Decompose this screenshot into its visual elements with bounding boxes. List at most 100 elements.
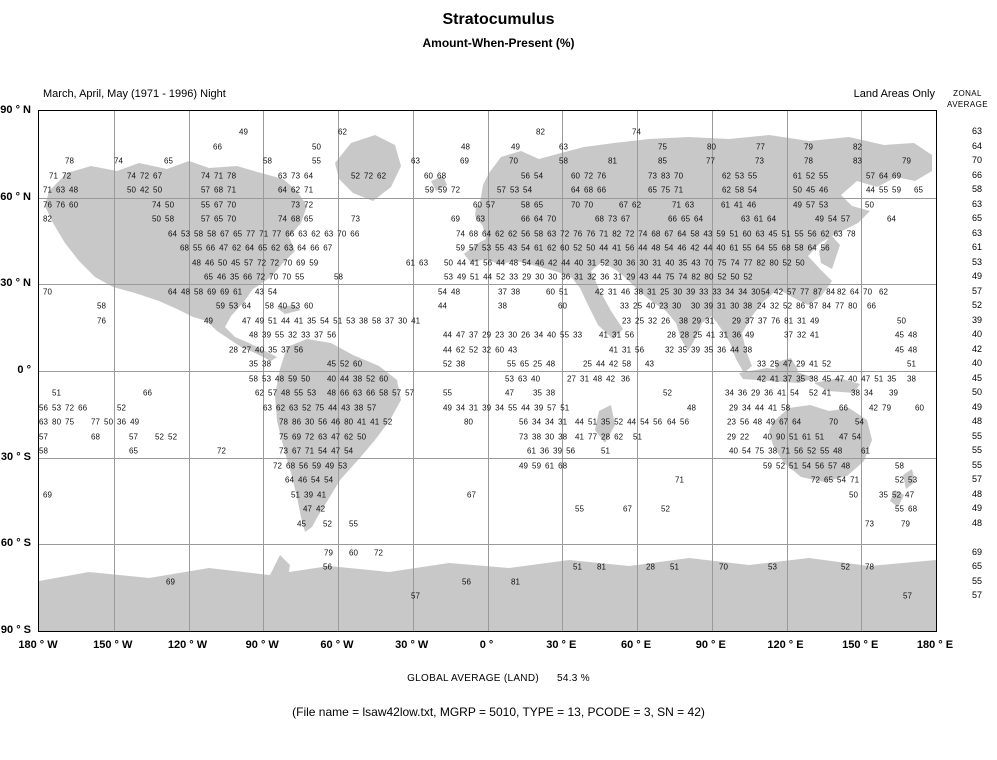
grid-value-run: 75 bbox=[658, 142, 668, 152]
grid-value-run: 60 72 76 bbox=[571, 171, 607, 181]
grid-value-run: 74 68 64 62 62 56 58 63 72 76 76 71 82 7… bbox=[456, 229, 856, 239]
grid-value-run: 51 bbox=[573, 562, 583, 572]
grid-value-run: 50 42 50 bbox=[127, 185, 163, 195]
zonal-average-value: 49 bbox=[971, 271, 982, 281]
grid-value-run: 43 54 bbox=[255, 287, 278, 297]
grid-value-run: 47 54 bbox=[839, 432, 862, 442]
grid-value-run: 56 bbox=[462, 577, 472, 587]
grid-value-run: 38 29 31 bbox=[679, 316, 715, 326]
grid-value-run: 47 49 51 44 41 35 54 51 53 bbox=[242, 316, 356, 326]
grid-value-run: 80 bbox=[464, 417, 474, 427]
longitude-tick-label: 30 ° W bbox=[395, 639, 429, 651]
grid-value-run: 77 50 36 49 bbox=[91, 417, 140, 427]
longitude-tick-label: 180 ° E bbox=[916, 639, 954, 651]
grid-value-run: 35 52 47 bbox=[879, 490, 915, 500]
grid-value-run: 58 bbox=[895, 461, 905, 471]
grid-value-run: 59 52 51 54 56 57 48 bbox=[763, 461, 851, 471]
grid-value-run: 63 62 63 52 75 44 43 38 57 bbox=[263, 403, 377, 413]
grid-value-run: 56 34 34 31 bbox=[519, 417, 568, 427]
grid-value-run: 50 58 bbox=[152, 214, 175, 224]
grid-value-run: 72 bbox=[217, 446, 227, 456]
grid-value-run: 60 68 bbox=[424, 171, 447, 181]
grid-value-run: 41 77 28 62 bbox=[575, 432, 624, 442]
grid-value-run: 51 bbox=[633, 432, 643, 442]
grid-value-run: 38 34 bbox=[851, 388, 874, 398]
grid-value-run: 52 bbox=[663, 388, 673, 398]
zonal-average-value: 65 bbox=[971, 561, 982, 571]
grid-value-run: 73 83 70 bbox=[648, 171, 684, 181]
grid-value-run: 74 bbox=[114, 156, 124, 166]
grid-value-run: 63 61 64 bbox=[741, 214, 777, 224]
grid-value-run: 61 52 55 bbox=[793, 171, 829, 181]
longitude-tick-label: 90 ° W bbox=[245, 639, 279, 651]
grid-value-run: 48 bbox=[687, 403, 697, 413]
grid-value-run: 52 bbox=[841, 562, 851, 572]
grid-value-run: 57 53 54 bbox=[497, 185, 533, 195]
grid-value-run: 49 bbox=[204, 316, 214, 326]
grid-value-run: 49 57 53 bbox=[793, 200, 829, 210]
grid-value-run: 38 58 37 30 41 bbox=[359, 316, 421, 326]
grid-value-run: 27 31 48 42 bbox=[567, 374, 616, 384]
global-average-label: GLOBAL AVERAGE (LAND) bbox=[407, 673, 539, 684]
grid-value-run: 54 48 bbox=[438, 287, 461, 297]
latitude-tick-label: 60 ° N bbox=[0, 190, 31, 203]
longitude-tick-label: 150 ° W bbox=[93, 639, 133, 651]
grid-value-run: 61 63 bbox=[406, 258, 429, 268]
grid-value-run: 81 bbox=[608, 156, 618, 166]
zonal-average-value: 40 bbox=[971, 329, 982, 339]
grid-value-run: 63 bbox=[476, 214, 486, 224]
zonal-average-value: 49 bbox=[971, 503, 982, 513]
zonal-average-value: 66 bbox=[971, 170, 982, 180]
grid-value-run: 28 bbox=[646, 562, 656, 572]
grid-value-run: 40 54 75 38 71 56 52 55 48 bbox=[729, 446, 843, 456]
grid-value-run: 52 52 bbox=[155, 432, 178, 442]
grid-value-run: 81 bbox=[597, 562, 607, 572]
grid-value-run: 44 51 35 52 44 54 56 bbox=[575, 417, 663, 427]
grid-value-run: 74 71 78 bbox=[201, 171, 237, 181]
grid-value-run: 73 67 71 54 47 54 bbox=[279, 446, 354, 456]
grid-value-run: 55 bbox=[575, 504, 585, 514]
grid-value-run: 52 53 bbox=[895, 475, 918, 485]
grid-value-run: 82 bbox=[536, 127, 546, 137]
grid-value-run: 64 56 bbox=[667, 417, 690, 427]
region-label: Land Areas Only bbox=[853, 88, 935, 100]
longitude-tick-label: 180 ° W bbox=[18, 639, 58, 651]
latitude-axis: 90 ° N 60 ° N 30 ° N 0 ° 30 ° S 60 ° S 90 ° S bbox=[0, 104, 34, 636]
zonal-average-value: 57 bbox=[971, 286, 982, 296]
grid-value-run: 47 bbox=[505, 388, 515, 398]
grid-value-run: 51 bbox=[907, 359, 917, 369]
grid-value-run: 52 bbox=[117, 403, 127, 413]
grid-value-run: 62 53 55 bbox=[722, 171, 758, 181]
zonal-average-value: 61 bbox=[971, 242, 982, 252]
grid-value-run: 66 bbox=[839, 403, 849, 413]
grid-value-run: 29 37 37 76 81 31 49 bbox=[732, 316, 820, 326]
grid-value-run: 48 46 50 45 57 72 72 70 69 59 bbox=[192, 258, 319, 268]
grid-value-run: 64 46 54 54 bbox=[285, 475, 334, 485]
latitude-tick-label: 90 ° N bbox=[0, 104, 31, 116]
grid-lines-layer bbox=[39, 111, 936, 631]
grid-value-run: 79 bbox=[804, 142, 814, 152]
grid-value-run: 58 65 bbox=[521, 200, 544, 210]
grid-value-run: 45 48 bbox=[895, 345, 918, 355]
latitude-tick-label: 90 ° S bbox=[0, 624, 31, 636]
grid-value-run: 60 bbox=[915, 403, 925, 413]
grid-value-run: 76 bbox=[97, 316, 107, 326]
grid-value-run: 50 bbox=[312, 142, 322, 152]
zonal-average-value: 70 bbox=[971, 155, 982, 165]
grid-value-run: 39 bbox=[889, 388, 899, 398]
zonal-average-value: 48 bbox=[971, 518, 982, 528]
grid-value-run: 79 bbox=[901, 519, 911, 529]
zonal-average-value: 39 bbox=[971, 315, 982, 325]
grid-value-run: 33 25 40 23 30 bbox=[620, 301, 682, 311]
grid-value-run: 57 68 71 bbox=[201, 185, 237, 195]
grid-value-run: 70 bbox=[829, 417, 839, 427]
grid-value-run: 71 63 48 bbox=[43, 185, 79, 195]
grid-value-run: 67 bbox=[467, 490, 477, 500]
grid-value-run: 65 46 35 66 72 70 70 55 bbox=[204, 272, 305, 282]
grid-value-run: 69 bbox=[451, 214, 461, 224]
zonal-average-value: 49 bbox=[971, 402, 982, 412]
latitude-tick-label: 30 ° S bbox=[0, 450, 31, 463]
grid-value-run: 42 41 37 35 38 45 47 40 47 51 35 bbox=[757, 374, 897, 384]
zonal-average-value: 40 bbox=[971, 358, 982, 368]
